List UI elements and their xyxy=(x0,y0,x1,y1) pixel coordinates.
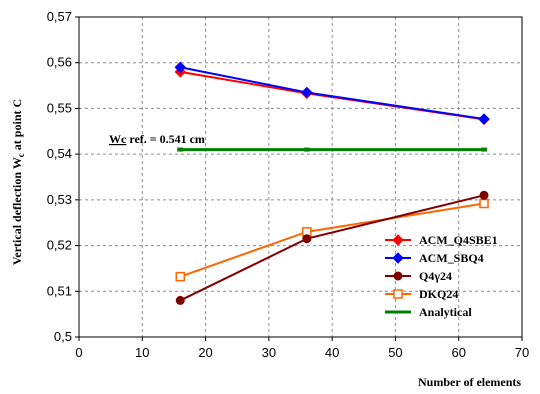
legend-label: ACM_Q4SBE1 xyxy=(419,233,498,247)
plot-area-frame xyxy=(78,16,523,338)
y-tick-label: 0,54 xyxy=(47,146,72,161)
y-tick-label: 0,53 xyxy=(47,192,72,207)
x-axis-title: Number of elements xyxy=(418,375,521,389)
y-tick-label: 0,55 xyxy=(47,100,72,115)
x-tick-label: 70 xyxy=(515,345,529,360)
data-point-analytical xyxy=(177,147,184,152)
reference-annotation: Wc ref. = 0.541 cm xyxy=(109,132,205,146)
data-point-dkq24 xyxy=(479,198,489,209)
legend-entry-dkq24: DKQ24 xyxy=(385,287,458,301)
legend-swatch-marker xyxy=(393,289,403,299)
data-point-acm-sbq4 xyxy=(478,113,490,125)
y-tick-label: 0,51 xyxy=(47,283,72,298)
legend-label: Q4γ24 xyxy=(419,269,452,283)
series-q4-24 xyxy=(175,190,489,305)
series-dkq24 xyxy=(175,198,489,282)
data-point-q4-24 xyxy=(479,190,489,200)
data-point-analytical xyxy=(303,147,310,152)
x-tick-label: 20 xyxy=(198,345,212,360)
legend: ACM_Q4SBE1 ACM_SBQ4 Q4γ24 DKQ24 Analytical xyxy=(385,233,498,319)
y-axis-title-main: Vertical deflection W xyxy=(10,157,24,265)
y-axis-title-suffix: at point C xyxy=(10,99,24,153)
legend-label: Analytical xyxy=(419,305,472,319)
data-point-q4-24 xyxy=(302,234,312,244)
data-point-acm-sbq4 xyxy=(174,61,186,73)
legend-swatch-marker xyxy=(392,234,404,246)
legend-swatch-marker xyxy=(392,252,404,264)
reference-annotation-prefix: Wc xyxy=(109,132,127,146)
data-point-q4-24 xyxy=(175,295,185,305)
data-point-analytical xyxy=(481,147,488,152)
y-tick-label: 0,56 xyxy=(47,55,72,70)
data-point-dkq24 xyxy=(175,271,186,282)
legend-swatch-marker xyxy=(393,271,403,281)
legend-entry-acm-sbq4: ACM_SBQ4 xyxy=(385,251,484,265)
x-tick-label: 10 xyxy=(135,345,149,360)
y-axis-title: Vertical deflection Wc at point C xyxy=(10,99,26,265)
x-tick-label: 0 xyxy=(75,345,82,360)
grid xyxy=(79,17,522,337)
legend-entry-q4-24: Q4γ24 xyxy=(385,269,452,283)
y-tick-label: 0,52 xyxy=(47,238,72,253)
y-tick-label: 0,57 xyxy=(47,9,72,24)
legend-entry-analytical: Analytical xyxy=(385,305,472,319)
axis-ticks: 0 10 20 30 40 50 60 70 0,5 0,51 0,52 0,53 0,54 0,55 0,… xyxy=(47,9,530,360)
reference-annotation-text: ref. = 0.541 cm xyxy=(126,132,205,146)
series-layer xyxy=(174,61,490,305)
legend-entry-acm-q4sbe1: ACM_Q4SBE1 xyxy=(385,233,498,247)
x-tick-label: 30 xyxy=(262,345,276,360)
y-tick-label: 0,5 xyxy=(54,329,72,344)
data-point-acm-sbq4 xyxy=(301,86,313,99)
legend-label: ACM_SBQ4 xyxy=(419,251,484,265)
x-tick-label: 40 xyxy=(325,345,339,360)
y-axis-title-subscript: c xyxy=(16,153,26,157)
x-tick-label: 50 xyxy=(388,345,402,360)
series-acm-sbq4 xyxy=(174,61,490,125)
x-tick-label: 60 xyxy=(451,345,465,360)
legend-label: DKQ24 xyxy=(419,287,458,301)
series-analytical xyxy=(177,147,488,152)
